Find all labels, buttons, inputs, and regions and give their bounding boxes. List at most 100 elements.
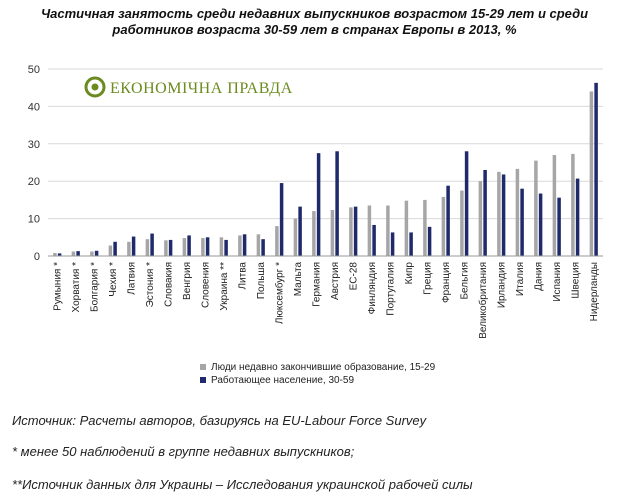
- bar-series-1: [109, 246, 113, 256]
- bar-series-2: [76, 251, 80, 256]
- bar-series-2: [428, 227, 432, 256]
- x-tick-label: Литва: [237, 262, 248, 290]
- bar-series-1: [331, 210, 335, 256]
- bar-series-2: [372, 225, 376, 256]
- bar-series-1: [368, 206, 372, 256]
- x-tick-label: ЕС-28: [348, 262, 359, 291]
- x-tick-label: Хорватия *: [71, 262, 82, 313]
- bar-series-2: [446, 186, 450, 256]
- x-tick-label: Великобритания: [477, 262, 489, 339]
- bar-series-1: [183, 238, 187, 256]
- x-tick-label: Венгрия: [182, 262, 193, 300]
- bar-series-1: [460, 191, 464, 256]
- bar-series-2: [150, 234, 154, 256]
- bar-series-1: [238, 235, 242, 256]
- x-tick-label: Латвия: [126, 262, 137, 295]
- bar-series-1: [201, 238, 205, 256]
- bar-series-2: [187, 235, 191, 256]
- bar-series-1: [553, 155, 557, 256]
- x-tick-label: Швеция: [570, 262, 581, 299]
- bar-series-1: [590, 91, 594, 256]
- x-axis-category-labels: Румыния * Хорватия * Болгария * Чехия * Латв…: [52, 262, 600, 339]
- x-tick-label: Кипр: [404, 262, 415, 285]
- y-tick-label: 50: [28, 64, 40, 76]
- x-tick-label: Мальта: [293, 262, 304, 297]
- bar-series-1: [405, 201, 409, 256]
- bar-series-1: [516, 169, 520, 256]
- legend-label-series-2: Работающее население, 30-59: [211, 374, 354, 386]
- x-tick-label: Ирландия: [496, 262, 507, 308]
- x-tick-label: Нидерланды: [589, 262, 600, 321]
- bar-series-2: [317, 153, 321, 256]
- bar-series-1: [442, 197, 446, 256]
- x-tick-label: Словакия: [163, 262, 174, 307]
- bar-series-2: [539, 194, 543, 256]
- x-tick-label: Украина **: [219, 262, 230, 311]
- bar-series-1: [164, 240, 168, 256]
- ep-logo-icon-inner: [92, 84, 99, 91]
- x-tick-label: Чехия *: [108, 262, 119, 297]
- bar-series-2: [95, 251, 99, 256]
- bar-series-1: [275, 226, 279, 256]
- bar-series-1: [423, 200, 427, 256]
- x-tick-label: Германия: [311, 262, 322, 307]
- x-tick-label: Болгария *: [89, 262, 100, 312]
- bar-series-1: [479, 181, 483, 256]
- bar-chart: 0 10 20 30 40 50 ЕКОНОМІЧНА ПРАВДА Румыния * Х…: [0, 0, 629, 400]
- x-tick-label: Румыния *: [52, 262, 63, 311]
- bar-series-2: [243, 234, 247, 256]
- bar-series-2: [576, 179, 580, 256]
- bar-series-1: [386, 206, 390, 256]
- bar-series-1: [294, 219, 298, 256]
- x-tick-label: Словения: [200, 262, 211, 308]
- bar-series-1: [127, 242, 130, 256]
- y-axis-ticks: 01020304050: [28, 64, 40, 263]
- x-tick-label: Испания: [552, 262, 563, 302]
- bars: [53, 83, 598, 256]
- publisher-logo: ЕКОНОМІЧНА ПРАВДА: [86, 78, 293, 97]
- x-tick-label: Польша: [256, 262, 267, 300]
- bar-series-1: [90, 252, 94, 256]
- x-tick-label: Эстония *: [145, 262, 156, 308]
- bar-series-2: [409, 232, 413, 256]
- y-tick-label: 0: [34, 251, 40, 263]
- x-tick-label: Греция: [422, 262, 433, 295]
- bar-series-1: [571, 154, 575, 256]
- x-tick-label: Австрия: [330, 262, 341, 300]
- x-tick-label: Италия: [515, 262, 526, 296]
- bar-series-2: [391, 232, 395, 256]
- bar-series-1: [497, 172, 501, 256]
- x-tick-label: Бельгия: [459, 262, 470, 300]
- footnote-2: **Источник данных для Украины – Исследов…: [12, 477, 473, 492]
- bar-series-2: [169, 240, 173, 256]
- source-note: Источник: Расчеты авторов, базируясь на …: [12, 413, 426, 428]
- logo-text: ЕКОНОМІЧНА ПРАВДА: [110, 80, 293, 97]
- bar-series-2: [465, 151, 469, 256]
- x-tick-label: Люксембург *: [273, 262, 285, 324]
- bar-series-2: [224, 240, 228, 256]
- y-tick-label: 10: [28, 214, 40, 226]
- bar-series-1: [349, 207, 353, 256]
- x-tick-label: Финляндия: [367, 262, 378, 314]
- bar-series-1: [72, 252, 76, 256]
- bar-series-2: [354, 207, 358, 256]
- bar-series-2: [557, 198, 561, 256]
- y-tick-label: 40: [28, 101, 40, 113]
- bar-series-1: [312, 211, 316, 256]
- bar-series-1: [257, 234, 261, 256]
- bar-series-2: [280, 183, 284, 256]
- legend-swatch-series-2: [200, 377, 206, 383]
- bar-series-2: [261, 239, 265, 256]
- x-tick-label: Дания: [533, 262, 544, 291]
- y-tick-label: 20: [28, 176, 40, 188]
- bar-series-2: [206, 237, 210, 256]
- bar-series-2: [132, 237, 136, 256]
- x-tick-label: Франция: [441, 262, 452, 303]
- legend-label-series-1: Люди недавно закончившие образование, 15…: [211, 361, 436, 373]
- bar-series-2: [335, 151, 339, 256]
- bar-series-2: [594, 83, 598, 256]
- bar-series-1: [220, 237, 224, 256]
- bar-series-2: [483, 170, 487, 256]
- x-tick-label: Португалия: [385, 262, 396, 316]
- bar-series-1: [534, 161, 538, 256]
